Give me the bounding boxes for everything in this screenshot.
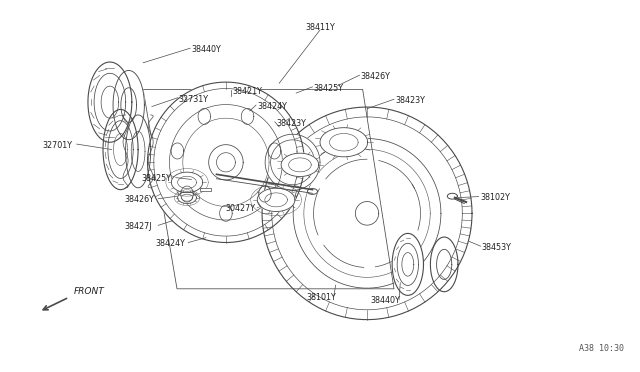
Text: 38424Y: 38424Y (257, 102, 287, 111)
Polygon shape (178, 192, 196, 203)
Text: 38102Y: 38102Y (480, 193, 510, 202)
Polygon shape (430, 237, 458, 292)
Polygon shape (257, 188, 295, 212)
Polygon shape (281, 153, 319, 177)
Text: 32731Y: 32731Y (179, 95, 209, 104)
Text: 38426Y: 38426Y (124, 195, 154, 204)
Polygon shape (103, 109, 138, 190)
Text: 38423Y: 38423Y (396, 96, 425, 105)
Text: 30427Y: 30427Y (226, 204, 256, 213)
Text: 38424Y: 38424Y (156, 239, 186, 248)
Text: 38440Y: 38440Y (191, 45, 221, 54)
Text: 38426Y: 38426Y (361, 72, 390, 81)
Polygon shape (392, 233, 424, 295)
Polygon shape (262, 107, 472, 320)
Text: 38423Y: 38423Y (276, 119, 306, 128)
Text: 32701Y: 32701Y (43, 141, 73, 150)
Polygon shape (320, 128, 367, 157)
Text: A38 10:30: A38 10:30 (579, 344, 624, 353)
Polygon shape (265, 134, 320, 190)
Polygon shape (355, 202, 379, 225)
Text: 38453Y: 38453Y (482, 243, 512, 252)
Polygon shape (113, 70, 145, 140)
Text: 38425Y: 38425Y (314, 84, 344, 93)
Text: 38411Y: 38411Y (305, 23, 335, 32)
Polygon shape (307, 189, 317, 195)
Polygon shape (209, 145, 243, 180)
Polygon shape (447, 193, 458, 199)
Bar (200, 188, 211, 192)
Text: 38427J: 38427J (124, 222, 152, 231)
Polygon shape (148, 82, 305, 243)
Polygon shape (88, 62, 132, 142)
Text: FRONT: FRONT (74, 287, 105, 296)
Text: 38421Y: 38421Y (232, 87, 262, 96)
Text: 38101Y: 38101Y (306, 293, 336, 302)
Polygon shape (172, 172, 203, 193)
Polygon shape (125, 115, 150, 188)
Text: 38440Y: 38440Y (370, 296, 400, 305)
Text: 38425Y: 38425Y (141, 174, 172, 183)
